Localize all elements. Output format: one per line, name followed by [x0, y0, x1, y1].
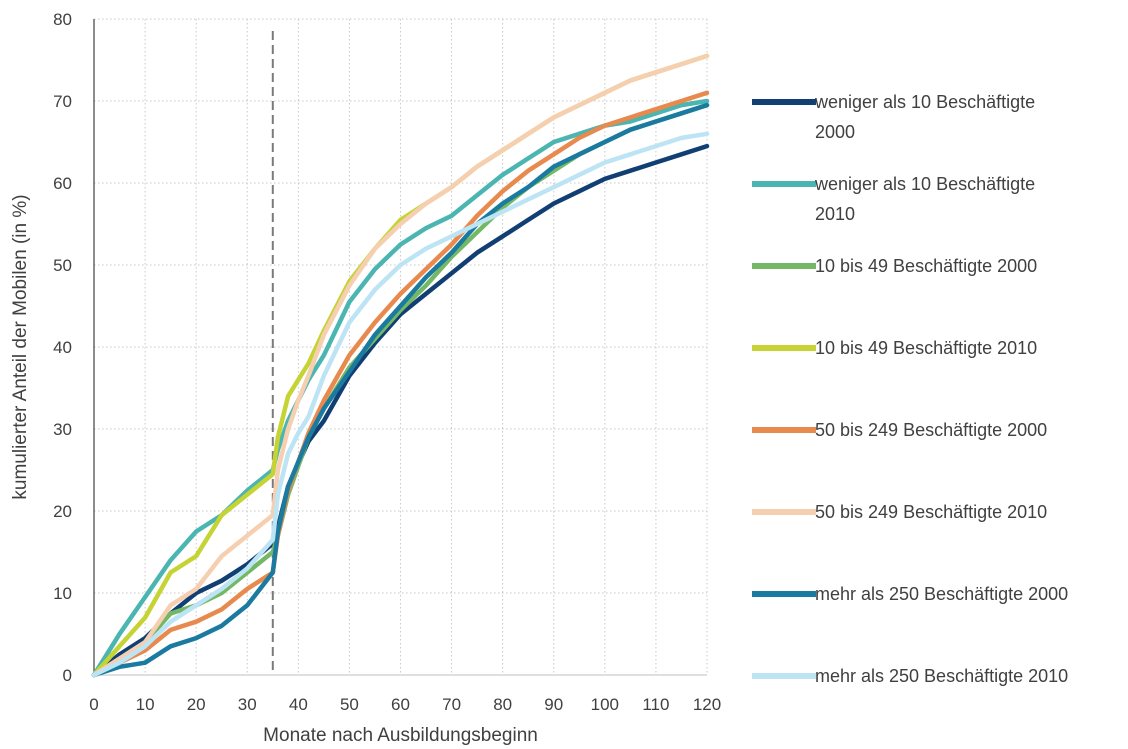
y-axis-title: kumulierter Anteil der Mobilen (in %) [10, 194, 31, 499]
legend-label: 50 bis 249 Beschäftigte 2010 [815, 502, 1047, 522]
x-tick-label: 60 [391, 695, 410, 714]
series-line-4 [91, 53, 710, 678]
x-tick-label: 30 [238, 695, 257, 714]
legend-item: 50 bis 249 Beschäftigte 2010 [752, 502, 1047, 522]
x-tick-label: 10 [136, 695, 155, 714]
y-tick-label: 80 [53, 10, 72, 29]
legend-label: 50 bis 249 Beschäftigte 2000 [815, 420, 1047, 440]
series-line-7 [91, 102, 710, 678]
x-tick-label: 70 [442, 695, 461, 714]
x-tick-label: 80 [493, 695, 512, 714]
y-tick-label: 20 [53, 502, 72, 521]
x-tick-label: 40 [289, 695, 308, 714]
legend-item: weniger als 10 Beschäftigte 2000 [752, 92, 1035, 142]
series-lines [91, 53, 710, 678]
legend-item: 50 bis 249 Beschäftigte 2000 [752, 420, 1047, 440]
legend-label: 10 bis 49 Beschäftigte 2000 [815, 256, 1037, 276]
x-tick-label: 110 [642, 695, 669, 714]
x-tick-label: 90 [544, 695, 563, 714]
series-line-3 [91, 102, 710, 678]
legend-label: weniger als 10 Beschäftigte [814, 174, 1035, 194]
series-line-5 [91, 90, 710, 678]
legend-item: 10 bis 49 Beschäftigte 2000 [752, 256, 1037, 276]
series-line-1 [91, 143, 710, 678]
legend-label: weniger als 10 Beschäftigte [814, 92, 1035, 112]
tick-labels: 0 10 20 30 40 50 60 70 80 0 10 20 30 40 50 60 70 80 90 100 1… [53, 10, 721, 714]
grid [94, 18, 708, 675]
y-tick-label: 40 [53, 338, 72, 357]
x-tick-label: 0 [89, 695, 98, 714]
legend-label: 10 bis 49 Beschäftigte 2010 [815, 338, 1037, 358]
series-line-6 [91, 53, 710, 678]
legend-label: mehr als 250 Beschäftigte 2010 [815, 666, 1068, 686]
legend-label: 2000 [815, 122, 855, 142]
y-tick-label: 10 [53, 584, 72, 603]
y-tick-label: 70 [53, 92, 72, 111]
x-tick-label: 20 [187, 695, 206, 714]
y-tick-label: 0 [63, 666, 72, 685]
legend-label: mehr als 250 Beschäftigte 2000 [815, 584, 1068, 604]
axes [93, 19, 707, 676]
x-tick-label: 50 [340, 695, 359, 714]
y-tick-label: 50 [53, 256, 72, 275]
series-line-8 [91, 131, 710, 678]
legend-item: weniger als 10 Beschäftigte 2010 [752, 174, 1035, 224]
x-tick-label: 100 [591, 695, 619, 714]
y-tick-label: 60 [53, 174, 72, 193]
x-axis-title: Monate nach Ausbildungsbeginn [263, 725, 538, 746]
y-tick-label: 30 [53, 420, 72, 439]
legend-label: 2010 [815, 204, 855, 224]
legend-item: mehr als 250 Beschäftigte 2000 [752, 584, 1068, 604]
x-tick-label: 120 [693, 695, 721, 714]
legend-item: 10 bis 49 Beschäftigte 2010 [752, 338, 1037, 358]
legend-item: mehr als 250 Beschäftigte 2010 [752, 666, 1068, 686]
